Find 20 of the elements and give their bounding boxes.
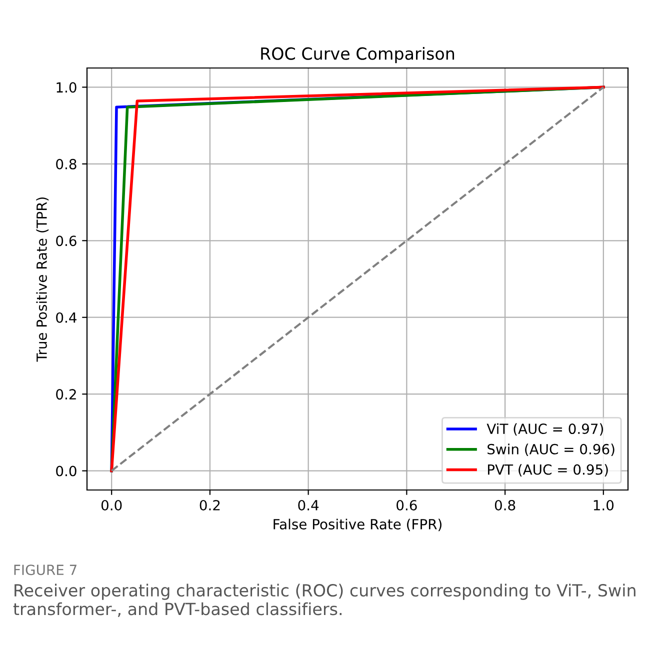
- legend-label: Swin (AUC = 0.96): [488, 444, 614, 456]
- legend-label: PVT (AUC = 0.95): [488, 464, 608, 476]
- y-tick-label: 0.4: [56, 312, 76, 323]
- legend-label: ViT (AUC = 0.97): [486, 423, 604, 436]
- x-tick-label: 0.6: [396, 500, 417, 510]
- y-tick-label: 0.0: [56, 466, 76, 476]
- y-tick-label: 0.8: [56, 158, 76, 170]
- caption: FIGURE 7: [14, 564, 76, 576]
- chart-title: ROC Curve Comparison: [261, 47, 454, 64]
- text: Receiver operating characteristic (ROC) curves corresponding to ViT-, Swin transformer-, and PVT-based classifiers.: [13, 584, 636, 617]
- x-tick-label: 0.4: [298, 500, 319, 510]
- x-tick-label: 0.8: [494, 500, 516, 510]
- y-axis-title: True Positive Rate (TPR): [36, 197, 49, 362]
- y-tick-label: 0.2: [56, 389, 76, 400]
- x-tick-label: 0.0: [101, 500, 122, 510]
- y-tick-label: 1.0: [56, 82, 76, 93]
- x-tick-label: 0.2: [200, 500, 220, 510]
- x-tick-label: 1.0: [594, 500, 614, 510]
- x-axis-title: False Positive Rate (FPR): [274, 518, 442, 532]
- y-tick-label: 0.6: [56, 236, 76, 246]
